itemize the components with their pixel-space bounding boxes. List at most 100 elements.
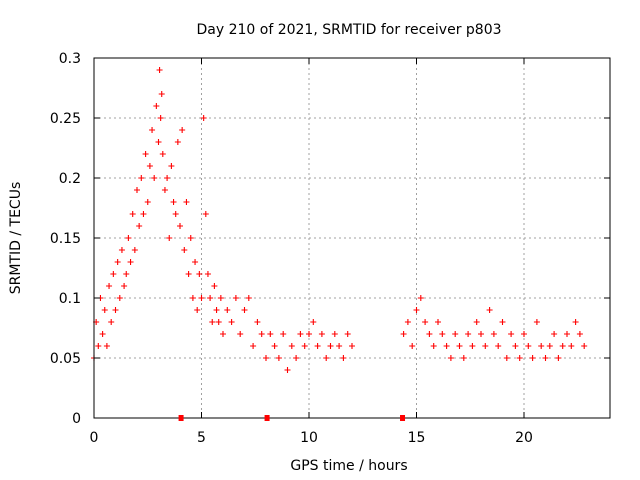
data-point (194, 307, 201, 313)
data-point (340, 355, 347, 361)
data-point (224, 307, 231, 313)
data-point (127, 259, 134, 265)
data-point (166, 235, 173, 241)
data-gap-markers (178, 415, 406, 421)
data-point (138, 175, 145, 181)
data-point (213, 307, 220, 313)
y-tick-label: 0.15 (50, 231, 81, 247)
y-tick-label: 0 (72, 411, 81, 427)
data-gap-marker (264, 415, 270, 421)
y-tick-label: 0.2 (59, 171, 81, 187)
data-point (263, 355, 269, 361)
data-point (538, 343, 545, 349)
data-point (508, 331, 515, 337)
data-point (189, 295, 196, 301)
data-point (250, 343, 257, 349)
data-point (121, 283, 128, 289)
data-point (196, 271, 203, 277)
y-tick-label: 0.1 (59, 291, 81, 307)
data-point (323, 355, 330, 361)
y-tick-label: 0.3 (59, 51, 81, 67)
data-point (529, 355, 536, 361)
data-point (344, 331, 351, 337)
data-point (168, 163, 175, 169)
data-point (108, 319, 115, 325)
data-point (172, 211, 179, 217)
data-point (220, 331, 226, 337)
data-point (306, 331, 312, 337)
y-axis-label: SRMTID / TECUs (8, 182, 24, 295)
data-point (217, 295, 224, 301)
data-point (153, 103, 160, 109)
data-point (134, 187, 140, 193)
data-gap-marker (178, 415, 184, 421)
data-point (490, 331, 497, 337)
x-axis-label: GPS time / hours (290, 458, 407, 474)
data-point (200, 115, 207, 121)
data-point (486, 307, 493, 313)
data-point (156, 67, 163, 73)
data-point (447, 355, 454, 361)
data-point (146, 163, 153, 169)
data-point (417, 295, 424, 301)
data-point (572, 319, 579, 325)
data-point (103, 343, 110, 349)
data-point (525, 343, 532, 349)
data-point (318, 331, 325, 337)
data-point (110, 271, 117, 277)
data-point (170, 199, 177, 205)
data-point (99, 331, 106, 337)
grid (94, 58, 610, 418)
data-point (473, 319, 480, 325)
data-point (546, 343, 553, 349)
data-point (293, 355, 300, 361)
data-point (116, 295, 123, 301)
data-point (136, 223, 143, 229)
data-point (125, 235, 132, 241)
data-point (409, 343, 416, 349)
data-point (297, 331, 304, 337)
data-point (542, 355, 549, 361)
data-point (179, 127, 186, 133)
data-point (422, 319, 429, 325)
data-point (400, 331, 407, 337)
data-point (228, 319, 235, 325)
data-point (551, 331, 558, 337)
data-point (460, 355, 467, 361)
data-point (478, 331, 484, 337)
data-point (426, 331, 433, 337)
data-point (245, 295, 252, 301)
data-point (430, 343, 437, 349)
data-point (439, 331, 446, 337)
data-point (202, 211, 209, 217)
data-point (164, 175, 171, 181)
data-point (555, 355, 562, 361)
data-point (192, 259, 199, 265)
data-point (131, 247, 138, 253)
data-point (581, 343, 588, 349)
data-point (144, 199, 151, 205)
data-point (155, 139, 162, 145)
data-point (456, 343, 463, 349)
data-point (349, 343, 355, 349)
data-point (241, 307, 248, 313)
data-point (183, 199, 190, 205)
data-point (112, 307, 119, 313)
data-point (254, 319, 261, 325)
data-point (495, 343, 502, 349)
data-point (158, 91, 165, 97)
data-point (140, 211, 147, 217)
data-point (237, 331, 244, 337)
axis-ticks: 0 5 10 15 20 0 0.05 0.1 0.15 0.2 0.25 0.3 (50, 51, 610, 446)
data-point (101, 307, 108, 313)
data-point (215, 319, 222, 325)
data-point (404, 319, 411, 325)
chart-title: Day 210 of 2021, SRMTID for receiver p80… (196, 22, 501, 38)
data-point (157, 115, 164, 121)
y-tick-label: 0.25 (50, 111, 81, 127)
y-tick-label: 0.05 (50, 351, 81, 367)
data-point (503, 355, 510, 361)
data-point (209, 319, 216, 325)
x-tick-label: 0 (90, 430, 99, 446)
data-point (275, 355, 282, 361)
